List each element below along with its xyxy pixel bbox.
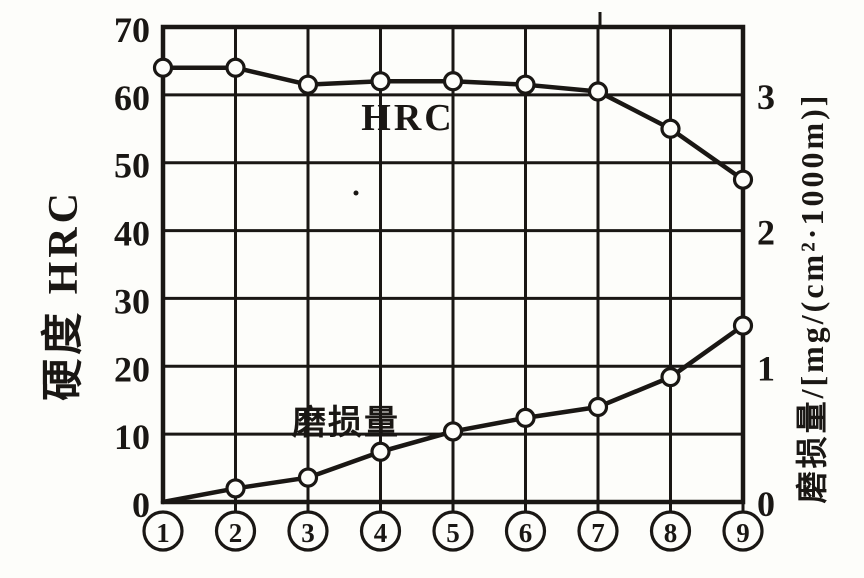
data-point-marker <box>660 367 681 388</box>
x-axis-label-circle <box>287 510 329 552</box>
data-point-marker <box>660 118 681 139</box>
data-point-marker <box>587 396 609 418</box>
left-axis-tick-label: 20 <box>114 349 150 389</box>
left-axis-tick-label: 30 <box>114 281 150 321</box>
x-axis-label-number: 2 <box>229 518 243 548</box>
left-axis-tick-label: 10 <box>114 417 150 457</box>
left-axis-tick-label: 50 <box>114 146 150 186</box>
data-point-marker <box>297 467 319 488</box>
left-axis-tick-label: 60 <box>114 78 150 118</box>
x-axis-label-circle <box>432 510 474 552</box>
data-point-marker <box>225 57 246 78</box>
x-axis-label-number: 4 <box>374 518 388 548</box>
scan-speck <box>353 190 359 196</box>
wear-curve-label: 磨损量 <box>292 405 400 442</box>
x-axis-label-circle <box>214 510 257 552</box>
left-axis-tick-label: 0 <box>132 485 150 525</box>
x-axis-label-number: 1 <box>156 518 170 548</box>
data-point-marker <box>152 57 174 78</box>
x-axis-label-circle <box>722 510 764 552</box>
data-point-marker <box>732 169 754 190</box>
left-axis-tick-label: 40 <box>114 214 150 254</box>
data-point-marker <box>370 71 391 92</box>
plot-border <box>160 24 746 505</box>
data-point-marker <box>225 478 246 499</box>
x-axis-label-number: 5 <box>446 518 460 548</box>
data-point-marker <box>515 74 536 95</box>
x-axis-label-number: 7 <box>591 518 605 548</box>
hrc-curve-label: HRC <box>361 97 455 139</box>
data-point-marker <box>587 81 609 102</box>
right-axis-tick-label: 2 <box>757 213 775 253</box>
right-axis-tick-label: 3 <box>757 77 775 117</box>
data-point-marker <box>515 407 536 428</box>
x-axis-label-circle <box>359 510 402 552</box>
x-axis-label-circle <box>504 510 547 552</box>
data-point-marker <box>442 71 464 92</box>
left-axis-tick-label: 70 <box>114 10 150 50</box>
x-axis-label-number: 9 <box>736 518 750 548</box>
x-axis-label-circle <box>577 510 619 552</box>
data-point-marker <box>732 315 754 336</box>
x-axis-label-circle <box>142 510 184 552</box>
x-axis-label-number: 8 <box>664 518 678 548</box>
right-axis-tick-label: 1 <box>757 348 775 388</box>
x-axis-label-number: 6 <box>519 518 533 548</box>
x-axis-label-circle <box>649 510 692 552</box>
data-point-marker <box>370 441 391 462</box>
data-point-marker <box>297 74 319 95</box>
left-axis-title: 硬度 HRC <box>41 189 87 401</box>
right-axis-title: 磨损量/[mg/(cm²·1000m)] <box>794 92 830 504</box>
x-axis-label-number: 3 <box>301 518 315 548</box>
data-point-marker <box>442 421 464 442</box>
right-axis-tick-label: 0 <box>757 484 775 524</box>
